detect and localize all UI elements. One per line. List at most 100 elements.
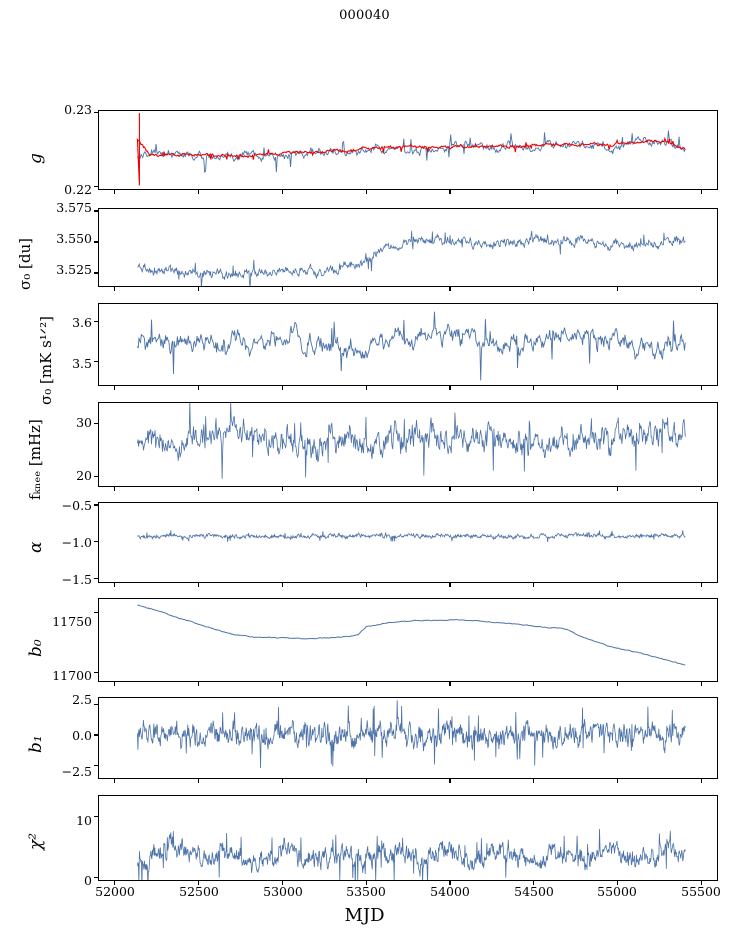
x-tickmark — [365, 779, 367, 783]
y-tickmark — [94, 241, 98, 243]
x-tickmark — [197, 779, 200, 783]
xtick-1: 52500 — [179, 884, 219, 899]
y-tickmark — [94, 320, 98, 322]
xtick-3: 53500 — [346, 884, 386, 899]
x-tickmark — [533, 682, 535, 686]
x-tickmark — [197, 386, 200, 390]
y-tickmark — [94, 815, 98, 818]
x-tickmark — [114, 386, 116, 390]
x-tickmark — [281, 287, 284, 291]
x-tickmark — [533, 779, 535, 783]
x-tickmark — [281, 881, 284, 885]
x-tickmark — [114, 779, 116, 783]
x-tickmark — [197, 190, 200, 194]
xtick-6: 55000 — [597, 884, 637, 899]
x-tickmark — [533, 287, 535, 291]
xtick-7: 55500 — [681, 884, 721, 899]
x-tickmark — [616, 881, 619, 885]
x-tickmark — [197, 881, 200, 885]
ytick-fknee-0: 30 — [76, 414, 92, 430]
ytick-sigma0mk-1: 3.5 — [72, 355, 92, 371]
y-tickmark — [94, 361, 98, 363]
panel-chi2-plot — [137, 828, 686, 880]
ytick-gain-0: 0.23 — [64, 101, 92, 117]
x-tickmark — [700, 881, 702, 885]
y-tickmark — [94, 475, 98, 478]
xtick-0: 52000 — [95, 884, 135, 899]
x-tickmark — [533, 583, 535, 587]
ytick-gain-1: 0.22 — [64, 181, 92, 197]
y-tickmark — [94, 671, 98, 674]
y-tickmark — [94, 611, 98, 614]
y-tickmark — [94, 422, 98, 424]
x-tickmark — [281, 190, 284, 194]
ytick-sigma0du-0: 3.575 — [56, 199, 92, 215]
ylabel-fknee: fₖₙₑₑ [mHz] — [26, 419, 44, 500]
panel-gain — [98, 110, 718, 190]
x-tickmark — [700, 287, 702, 291]
y-tickmark — [94, 764, 98, 767]
x-tickmark — [197, 287, 200, 291]
y-tickmark — [94, 504, 98, 506]
panel-b1-plot — [137, 700, 686, 769]
panel-b0 — [98, 598, 718, 682]
panel-alpha — [98, 502, 718, 583]
ytick-alpha-0: −0.5 — [61, 497, 92, 513]
x-tickmark — [616, 583, 619, 587]
ytick-b1-0: 2.5 — [72, 691, 92, 707]
x-tickmark — [114, 583, 116, 587]
y-tickmark — [94, 541, 98, 543]
figure-title: 000040 — [339, 8, 390, 23]
x-tickmark — [281, 583, 284, 587]
x-tickmark — [449, 779, 451, 783]
ytick-sigma0du-1: 3.550 — [56, 230, 92, 246]
ytick-b0-0: 11750 — [52, 613, 92, 629]
x-tickmark — [700, 487, 702, 491]
x-tickmark — [616, 287, 619, 291]
x-tickmark — [114, 682, 116, 686]
x-tickmark — [449, 487, 451, 491]
x-tickmark — [365, 583, 367, 587]
x-tickmark — [616, 386, 619, 390]
x-tickmark — [700, 386, 702, 390]
panel-sigma0-mk — [98, 303, 718, 386]
x-tickmark — [533, 190, 535, 194]
ylabel-b0: b₀ — [26, 639, 46, 657]
x-tickmark — [114, 487, 116, 491]
ylabel-gain: g — [26, 153, 46, 164]
panel-fknee-plot — [137, 403, 686, 479]
x-tickmark — [114, 287, 116, 291]
ytick-b1-1: 0.0 — [72, 727, 92, 743]
ylabel-chi2: χ² — [26, 832, 46, 850]
xtick-5: 54500 — [514, 884, 554, 899]
y-tickmark — [94, 577, 98, 580]
xtick-4: 54000 — [430, 884, 470, 899]
ytick-sigma0mk-0: 3.6 — [72, 314, 92, 330]
y-tickmark — [94, 876, 98, 879]
panel-sigma0-mk-plot — [136, 311, 686, 381]
y-tickmark — [94, 703, 98, 706]
x-tickmark — [616, 682, 619, 686]
x-tickmark — [281, 779, 284, 783]
x-tickmark — [449, 386, 451, 390]
x-tickmark — [449, 287, 451, 291]
x-tickmark — [365, 287, 367, 291]
x-tickmark — [365, 487, 367, 491]
ytick-b1-2: −2.5 — [61, 763, 92, 779]
x-tickmark — [616, 190, 619, 194]
x-tickmark — [197, 487, 200, 491]
x-tickmark — [700, 779, 702, 783]
ytick-sigma0du-2: 3.525 — [56, 261, 92, 277]
y-tickmark — [94, 210, 98, 212]
x-tickmark — [449, 190, 451, 194]
x-tickmark — [616, 779, 619, 783]
xaxis-label: MJD — [344, 905, 385, 926]
y-tickmark — [94, 185, 98, 187]
x-tickmark — [281, 682, 284, 686]
panel-fknee — [98, 402, 718, 487]
x-tickmark — [281, 386, 284, 390]
panel-alpha-plot — [137, 530, 686, 543]
x-tickmark — [616, 487, 619, 491]
x-tickmark — [365, 386, 367, 390]
